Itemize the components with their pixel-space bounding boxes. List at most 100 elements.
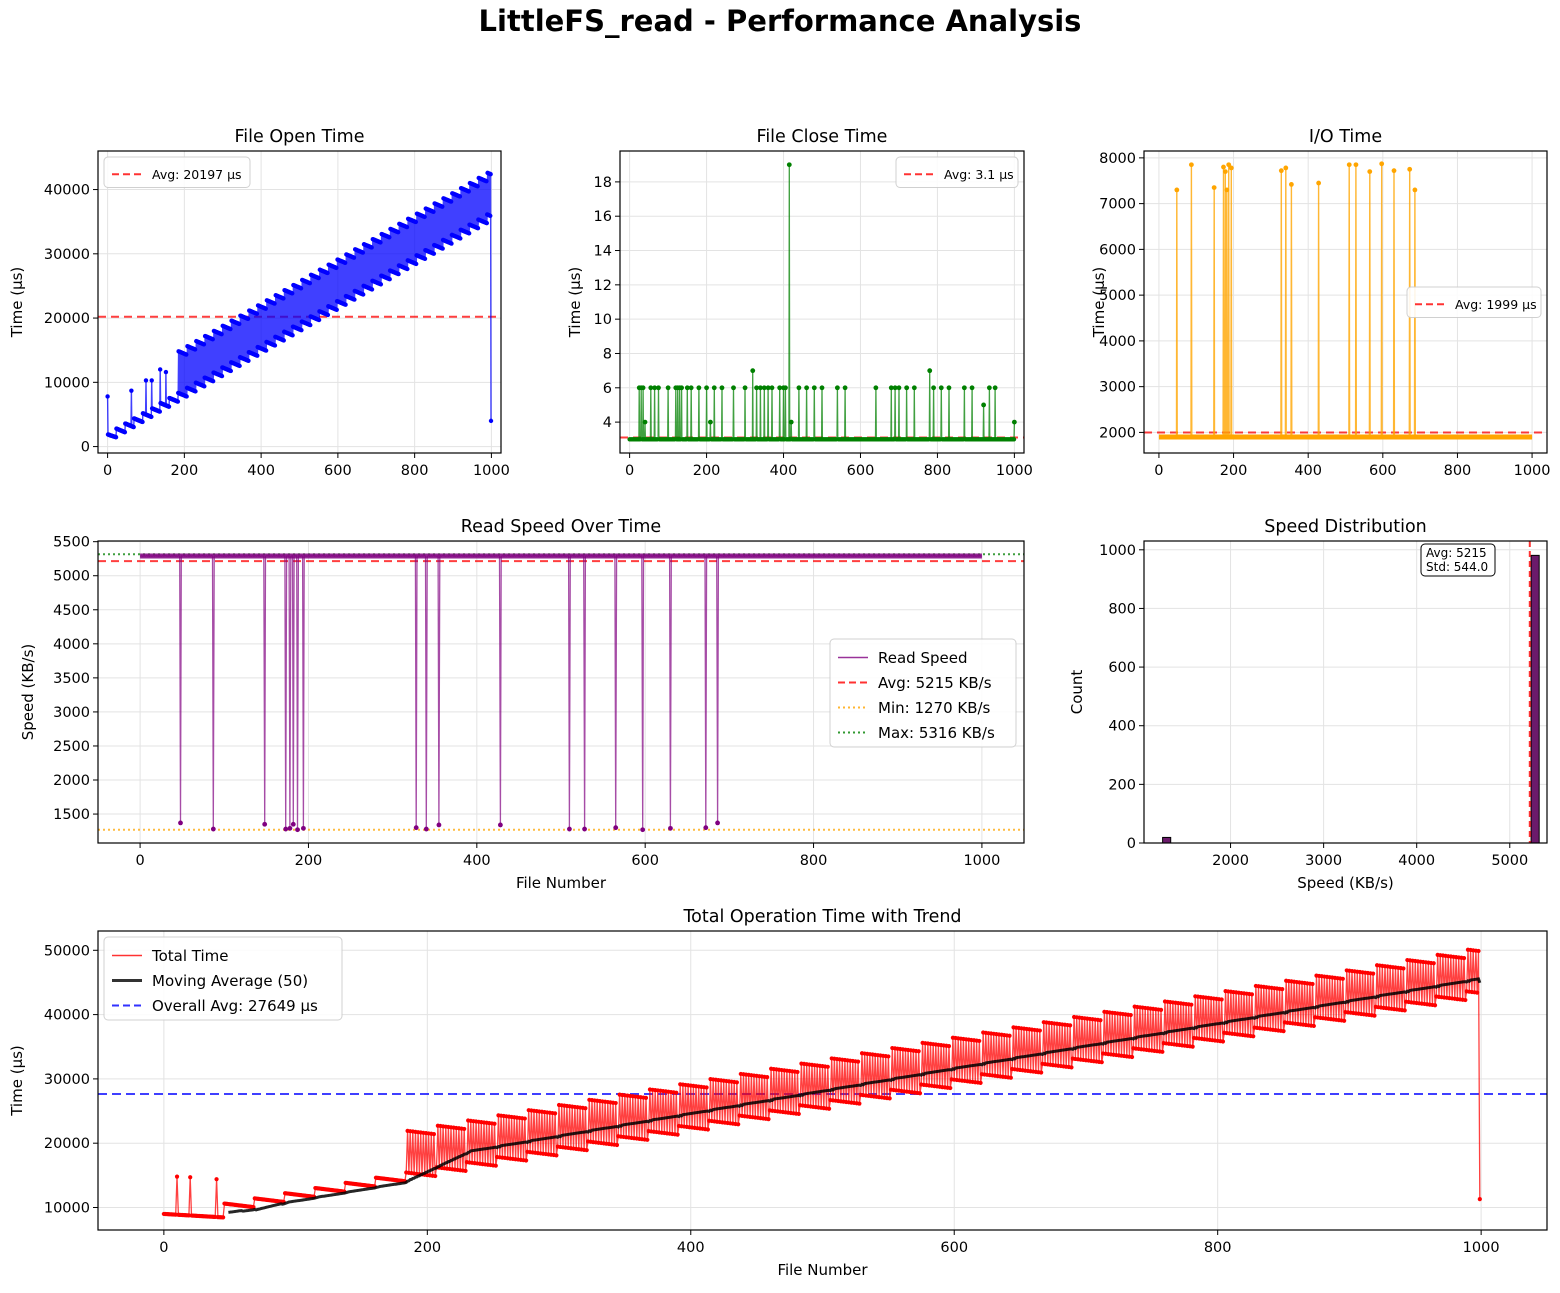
- close-spike-point: [754, 385, 759, 391]
- y-tick-label: 6000: [1099, 242, 1136, 258]
- total-point: [1190, 1044, 1195, 1049]
- close-spike-point: [804, 385, 810, 391]
- total-point: [1310, 981, 1315, 987]
- open-point: [263, 348, 269, 353]
- y-axis-label: Count: [1068, 670, 1086, 715]
- plot-frame: [97, 150, 502, 454]
- x-tick-label: 400: [463, 853, 491, 869]
- open-point: [166, 404, 172, 409]
- close-spike-point: [896, 385, 902, 391]
- close-spike-point: [648, 385, 654, 391]
- total-point: [433, 1173, 438, 1179]
- speed-dip-point: [640, 827, 646, 833]
- io-spike-point: [1188, 162, 1194, 168]
- y-tick-label: 30000: [44, 1072, 90, 1088]
- open-point: [440, 246, 445, 251]
- open-point: [404, 224, 410, 230]
- y-tick-label: 12: [594, 278, 612, 294]
- x-tick-label: 200: [693, 463, 721, 479]
- open-point: [290, 333, 295, 338]
- stats-annotation-box: [1420, 543, 1496, 577]
- open-point: [184, 352, 189, 357]
- total-point: [1099, 1060, 1104, 1065]
- plot-frame: [619, 150, 1025, 454]
- close-spike-point: [719, 385, 725, 391]
- open-point: [484, 220, 489, 226]
- x-tick-label: 0: [103, 463, 112, 479]
- open-point: [440, 204, 445, 209]
- x-axis-label: Speed (KB/s): [1297, 874, 1394, 892]
- x-tick-label: 400: [1294, 463, 1322, 479]
- x-tick-label: 0: [135, 853, 144, 869]
- total-point: [1431, 961, 1436, 966]
- open-point: [369, 287, 375, 292]
- total-point: [1098, 1018, 1103, 1023]
- close-spike-point: [811, 385, 817, 391]
- panel-open: 0 200 400 600 800 1000010000200003000040000Fi…: [8, 127, 510, 479]
- close-spike-point: [992, 385, 998, 391]
- open-point: [255, 353, 260, 358]
- total-point: [917, 1091, 923, 1096]
- io-spike-point: [1288, 182, 1294, 187]
- open-point: [422, 214, 427, 220]
- total-point: [1219, 997, 1224, 1002]
- y-tick-label: 3500: [53, 671, 90, 687]
- close-spike-point: [786, 162, 792, 168]
- close-spike-point: [788, 419, 794, 425]
- speed-dip-point: [668, 825, 673, 831]
- data-layer: [1162, 541, 1540, 843]
- histogram-bar: [1530, 554, 1540, 843]
- open-point: [245, 316, 251, 322]
- histogram-bar: [1162, 836, 1172, 843]
- open-point: [298, 286, 304, 291]
- open-point: [488, 418, 494, 424]
- y-tick-label: 16: [594, 209, 612, 225]
- open-point: [475, 226, 481, 231]
- x-tick-label: 0: [1154, 463, 1163, 479]
- open-point: [405, 266, 410, 272]
- figure-title: LittleFS_read - Performance Analysis: [478, 4, 1082, 38]
- io-spike-point: [1407, 166, 1413, 172]
- io-spike-point: [1316, 180, 1322, 186]
- stats-annotation-std: Std: 544.0: [1426, 560, 1488, 574]
- close-spike-point: [986, 385, 992, 391]
- y-tick-label: 8000: [1099, 151, 1136, 167]
- close-spike-point: [969, 385, 975, 391]
- x-tick-label: 400: [677, 1240, 705, 1256]
- plot-frame: [97, 930, 1548, 1231]
- total-point: [492, 1121, 497, 1126]
- close-spike-point: [656, 385, 661, 391]
- total-point: [1008, 1075, 1013, 1080]
- open-point: [201, 342, 207, 347]
- x-tick-label: 400: [247, 463, 275, 479]
- legend-box: [103, 156, 251, 188]
- total-point: [1476, 948, 1481, 954]
- close-point: [1011, 437, 1017, 442]
- panel-title: File Close Time: [757, 127, 888, 147]
- speed-dip-point: [413, 825, 419, 831]
- total-point: [855, 1059, 861, 1064]
- y-tick-label: 4: [603, 415, 612, 431]
- open-point: [448, 199, 454, 204]
- total-point: [675, 1132, 680, 1137]
- x-tick-label: 600: [940, 1240, 968, 1256]
- y-axis-label: Time (µs): [8, 267, 26, 339]
- panel-total: 0 200 400 600 800 1000 10000 20000 30000 40000 500…: [8, 907, 1548, 1279]
- total-point: [887, 1096, 892, 1101]
- open-point: [237, 363, 242, 369]
- open-point: [325, 312, 331, 318]
- close-spike-point: [873, 385, 879, 391]
- io-spike-point: [1221, 164, 1226, 170]
- total-point: [614, 1142, 620, 1148]
- y-tick-label: 14: [594, 244, 612, 260]
- open-point: [466, 189, 471, 194]
- close-spike-point: [731, 385, 736, 391]
- plot-frame: [97, 540, 1025, 844]
- x-tick-label: 800: [800, 853, 828, 869]
- total-point: [1372, 1013, 1377, 1018]
- total-point: [463, 1168, 468, 1173]
- total-point: [1461, 956, 1467, 961]
- legend-label: Avg: 5215 KB/s: [878, 674, 992, 692]
- close-spike-point: [640, 385, 646, 391]
- moving-average-line: [228, 977, 1482, 1214]
